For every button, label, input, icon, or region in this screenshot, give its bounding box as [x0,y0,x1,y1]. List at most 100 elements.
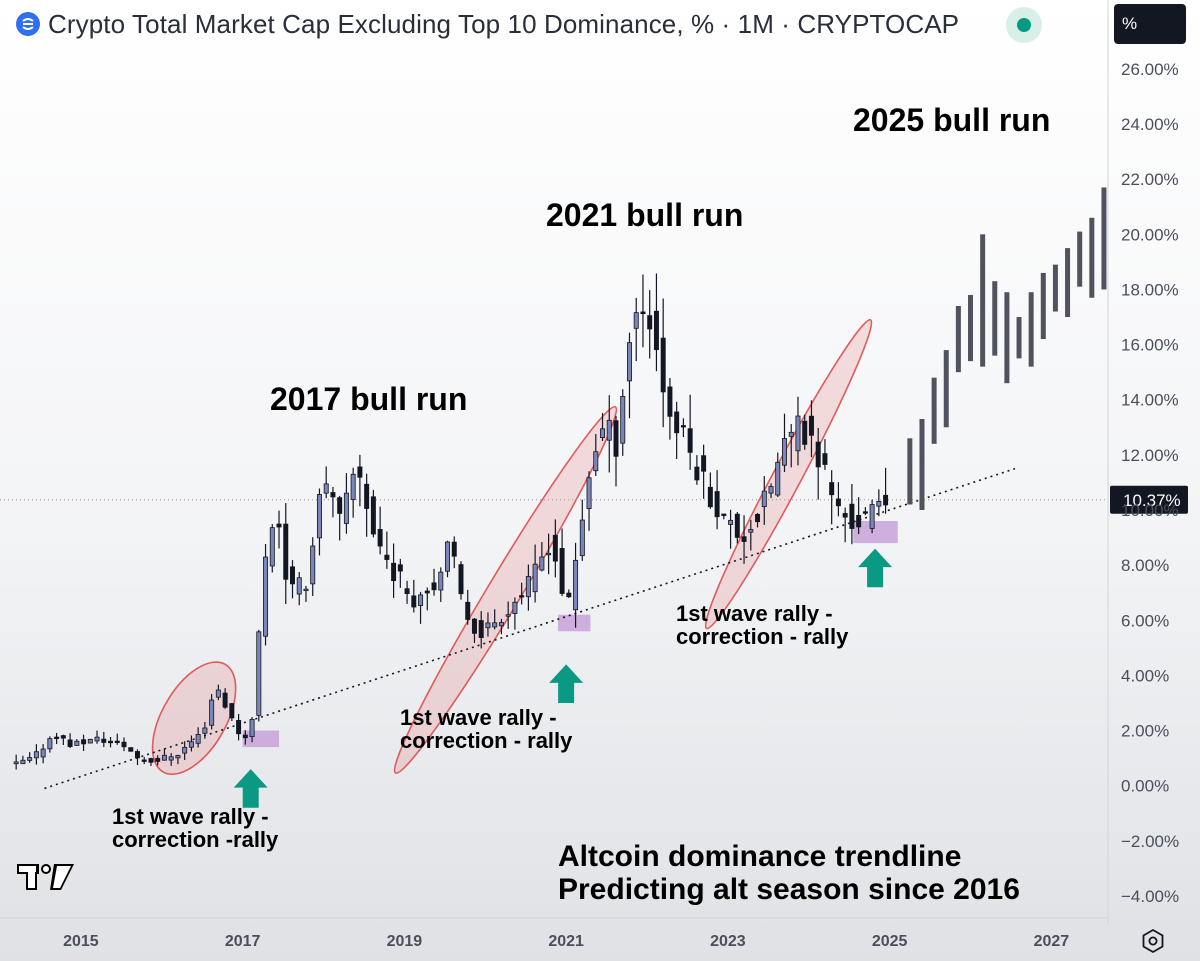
candle-body [370,496,376,535]
price-axis-tick-label: 16.00% [1121,336,1179,355]
rally-ellipses [151,318,873,776]
candle-body [114,740,120,743]
candle-body [364,483,370,509]
candle-body [108,740,114,744]
candle-body [256,631,262,716]
candle-body [593,451,599,472]
up-arrow-icon [233,769,268,808]
candle-body [33,751,39,759]
candle-body [647,315,653,330]
tradingview-logo-icon [17,864,74,890]
candle-body [54,736,60,739]
candle-body [168,756,174,761]
candle-body [451,541,457,557]
candle-body [188,741,194,748]
projection-bar [1004,292,1010,384]
correction-highlight-box [558,614,591,632]
price-axis-tick-label: 12.00% [1121,446,1179,465]
candle-body [552,534,558,562]
up-arrows [233,548,893,808]
correction-highlight-box [853,521,898,544]
candle-body [418,594,424,606]
price-axis-tick-label: 14.00% [1121,391,1179,410]
candle-body [101,738,107,743]
candle-body [485,622,491,629]
projection-bars [907,187,1107,510]
candle-body [586,477,592,509]
candle-body [148,758,154,763]
projection-bar [1101,187,1107,290]
candle-body [660,337,666,393]
candle-body [316,494,322,539]
market-status-indicator[interactable] [1006,7,1042,43]
candle-body [236,720,242,735]
candle-body [424,590,430,594]
candle-body [802,420,808,445]
candle-body [283,523,289,580]
candle-body [141,759,147,762]
settings-button[interactable] [1137,925,1169,957]
candle-body [175,755,181,759]
candle-body [633,312,639,329]
chart-title[interactable]: Crypto Total Market Cap Excluding Top 10… [48,8,960,39]
candle-body [471,618,477,634]
annotation-wave-2020: 1st wave rally - correction - rally [400,706,572,752]
candle-body [67,739,73,747]
annotation-wave-2024-line1: 1st wave rally - [676,601,833,626]
candle-body [195,733,201,744]
candle-body [525,576,531,598]
up-arrow-icon [549,664,584,703]
price-axis-tick-label: 2.00% [1121,722,1169,741]
projection-bar [1052,264,1058,312]
projection-bar [1028,292,1034,367]
candle-body [391,562,397,582]
candle-body [47,738,53,750]
candle-body [161,754,167,761]
price-axis-tick-label: −4.00% [1121,887,1179,906]
candle-body [465,601,471,620]
last-price-label-bg [1110,485,1188,514]
price-axis-tick-label: 18.00% [1121,280,1179,299]
projection-bar [955,306,961,373]
annotation-2021-bull-run: 2021 bull run [546,197,744,233]
projection-bar [1016,317,1022,359]
candle-body [242,734,248,739]
candle-body [438,571,444,591]
candle-body [215,689,221,698]
price-axis-tick-label: 0.00% [1121,777,1169,796]
candle-body [869,504,875,529]
candle-body [640,311,646,315]
candle-body [721,513,727,516]
projection-bar [1089,217,1095,298]
candle-body [357,466,363,478]
candle-body [458,564,464,595]
candle-body [653,310,659,351]
candle-body [343,492,349,524]
candle-body [209,699,215,726]
price-axis-tick-label: 26.00% [1121,60,1179,79]
candle-body [795,415,801,452]
price-axis-tick-label: 22.00% [1121,170,1179,189]
tradingview-logo[interactable] [14,858,76,899]
trendline-group [44,467,1016,790]
candle-body [822,453,828,465]
candle-body [546,552,552,556]
time-axis-tick-label: 2021 [548,933,584,950]
candle-body [60,735,66,739]
unit-button[interactable]: % [1114,4,1186,44]
time-axis-tick-label: 2019 [387,933,423,950]
projection-bar [919,419,925,510]
candle-body [431,582,437,591]
candle-body [296,577,302,595]
candle-body [680,425,686,428]
correction-highlight-boxes [242,521,898,748]
candle-body [788,431,794,437]
candle-body [202,727,208,734]
candle-body [27,757,33,761]
candle-body [849,503,855,529]
annotation-wave-2016: 1st wave rally - correction -rally [112,805,278,851]
candle-body [734,513,740,538]
candle-body [512,601,518,614]
candle-body [134,751,140,759]
candle-body [606,419,612,441]
